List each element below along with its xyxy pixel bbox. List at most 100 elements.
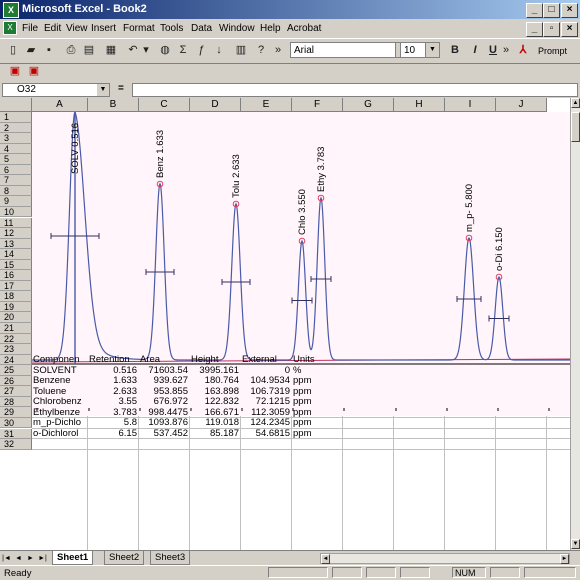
convert-to-pdf-icon[interactable]: ▣ — [9, 65, 21, 77]
close-button[interactable]: × — [561, 3, 578, 18]
row-header-30[interactable]: 30 — [0, 417, 32, 429]
chromatogram-chart[interactable]: SOLV 0.516 Benz 1.633 Tolu 2.633 Chlo 3.550… — [32, 112, 570, 416]
table-cell[interactable]: Height — [191, 354, 219, 366]
menu-window[interactable]: Window — [219, 23, 255, 34]
excel-app-icon[interactable]: X — [3, 2, 19, 18]
row-header-2[interactable]: 2 — [0, 122, 32, 134]
row-header-20[interactable]: 20 — [0, 312, 32, 323]
bold-button[interactable]: B — [451, 44, 459, 56]
table-cell[interactable]: Ethylbenze — [33, 406, 81, 418]
table-cell[interactable]: 85.187 — [209, 428, 239, 439]
row-header-3[interactable]: 3 — [0, 133, 32, 144]
underline-button[interactable]: U — [489, 44, 497, 56]
chart-wizard-icon[interactable]: ▥ — [235, 44, 247, 56]
table-cell[interactable]: 163.898 — [204, 385, 239, 397]
table-cell[interactable]: 6.15 — [118, 428, 138, 439]
column-header-a[interactable]: A — [32, 98, 88, 112]
convert-and-email-icon[interactable]: ▣ — [28, 65, 40, 77]
table-cell[interactable]: 71603.54 — [148, 364, 188, 376]
row-header-27[interactable]: 27 — [0, 386, 32, 397]
menu-acrobat[interactable]: Acrobat — [287, 23, 322, 34]
table-cell[interactable]: ppm — [293, 417, 312, 429]
table-cell[interactable]: 953.855 — [153, 385, 188, 397]
row-header-18[interactable]: 18 — [0, 291, 32, 302]
chevron-down-icon[interactable]: ▼ — [97, 84, 109, 96]
column-header-f[interactable]: F — [292, 98, 343, 112]
acrobat-icon[interactable]: ⅄ — [519, 44, 527, 56]
menu-data[interactable]: Data — [191, 23, 213, 34]
maximize-button[interactable]: □ — [543, 3, 560, 18]
font-select[interactable]: Arial ▼ — [290, 42, 410, 58]
table-cell[interactable]: 180.764 — [204, 375, 239, 387]
vertical-scrollbar[interactable]: ▲ ▼ — [570, 98, 580, 550]
table-cell[interactable]: Componen — [33, 354, 80, 366]
column-header-i[interactable]: I — [445, 98, 496, 112]
table-cell[interactable]: ppm — [293, 375, 312, 387]
menu-insert[interactable]: Insert — [91, 23, 117, 34]
doc-restore-button[interactable]: ▫ — [543, 22, 560, 37]
column-header-b[interactable]: B — [88, 98, 139, 112]
row-header-24[interactable]: 24 — [0, 354, 32, 366]
new-icon[interactable]: ▯ — [9, 44, 17, 56]
table-cell[interactable]: ppm — [293, 428, 312, 439]
table-cell[interactable]: Retention — [89, 354, 130, 366]
table-cell[interactable]: 166.671 — [204, 406, 239, 418]
row-header-12[interactable]: 12 — [0, 228, 32, 239]
table-cell[interactable]: 939.627 — [153, 375, 188, 387]
scroll-up-icon[interactable]: ▲ — [571, 98, 580, 108]
table-cell[interactable]: 3.783 — [113, 406, 137, 418]
menu-view[interactable]: View — [66, 23, 88, 34]
row-header-11[interactable]: 11 — [0, 217, 32, 228]
table-cell[interactable]: o-Dichlorol — [33, 428, 79, 439]
paste-icon[interactable]: ▦ — [105, 44, 117, 56]
table-cell[interactable]: 1093.876 — [148, 417, 188, 429]
table-cell[interactable]: ppm — [293, 406, 312, 418]
scroll-left-icon[interactable]: ◄ — [321, 554, 330, 564]
tab-sheet2[interactable]: Sheet2 — [104, 551, 145, 565]
sort-ascending-icon[interactable]: ↓ — [216, 44, 222, 56]
table-cell[interactable]: 3.55 — [118, 396, 138, 408]
prompt-button[interactable]: Prompt — [538, 46, 568, 56]
row-header-16[interactable]: 16 — [0, 270, 32, 281]
tab-sheet3[interactable]: Sheet3 — [150, 551, 191, 565]
doc-minimize-button[interactable]: _ — [526, 22, 543, 37]
row-header-15[interactable]: 15 — [0, 259, 32, 271]
row-header-26[interactable]: 26 — [0, 375, 32, 387]
first-sheet-icon[interactable]: |◄ — [2, 555, 11, 562]
table-cell[interactable]: Benzene — [33, 375, 71, 387]
prev-sheet-icon[interactable]: ◄ — [15, 555, 22, 562]
hyperlink-icon[interactable]: ◍ — [160, 44, 170, 56]
scroll-right-icon[interactable]: ► — [560, 554, 569, 564]
table-cell[interactable]: 676.972 — [153, 396, 188, 408]
row-header-1[interactable]: 1 — [0, 112, 32, 123]
table-cell[interactable]: 5.8 — [123, 417, 137, 429]
row-header-7[interactable]: 7 — [0, 175, 32, 186]
table-cell[interactable]: 2.633 — [113, 385, 137, 397]
table-cell[interactable]: SOLVENT — [33, 364, 77, 376]
table-cell[interactable]: 112.3059 — [251, 406, 290, 418]
row-header-13[interactable]: 13 — [0, 238, 32, 250]
row-header-19[interactable]: 19 — [0, 301, 32, 313]
table-cell[interactable]: 0 — [284, 364, 290, 376]
italic-button[interactable]: I — [473, 44, 477, 56]
table-cell[interactable]: m_p-Dichlo — [33, 417, 82, 429]
menu-help[interactable]: Help — [260, 23, 281, 34]
table-cell[interactable]: % — [293, 364, 302, 376]
row-header-29[interactable]: 29 — [0, 407, 32, 418]
select-all-corner[interactable] — [0, 98, 32, 112]
horizontal-scrollbar[interactable]: ◄ ► — [320, 553, 570, 564]
table-cell[interactable]: 124.2345 — [250, 417, 290, 429]
table-cell[interactable]: Chlorobenz — [33, 396, 82, 408]
row-header-10[interactable]: 10 — [0, 206, 32, 218]
table-cell[interactable]: ppm — [293, 396, 312, 408]
row-header-9[interactable]: 9 — [0, 196, 32, 207]
column-header-e[interactable]: E — [241, 98, 292, 112]
menu-tools[interactable]: Tools — [160, 23, 184, 34]
last-sheet-icon[interactable]: ►| — [38, 555, 47, 562]
table-cell[interactable]: 54.6815 — [255, 428, 290, 439]
menu-file[interactable]: File — [22, 23, 39, 34]
table-cell[interactable]: 72.1215 — [255, 396, 290, 408]
formula-input[interactable] — [132, 83, 578, 97]
column-header-c[interactable]: C — [139, 98, 190, 112]
next-sheet-icon[interactable]: ► — [27, 555, 34, 562]
